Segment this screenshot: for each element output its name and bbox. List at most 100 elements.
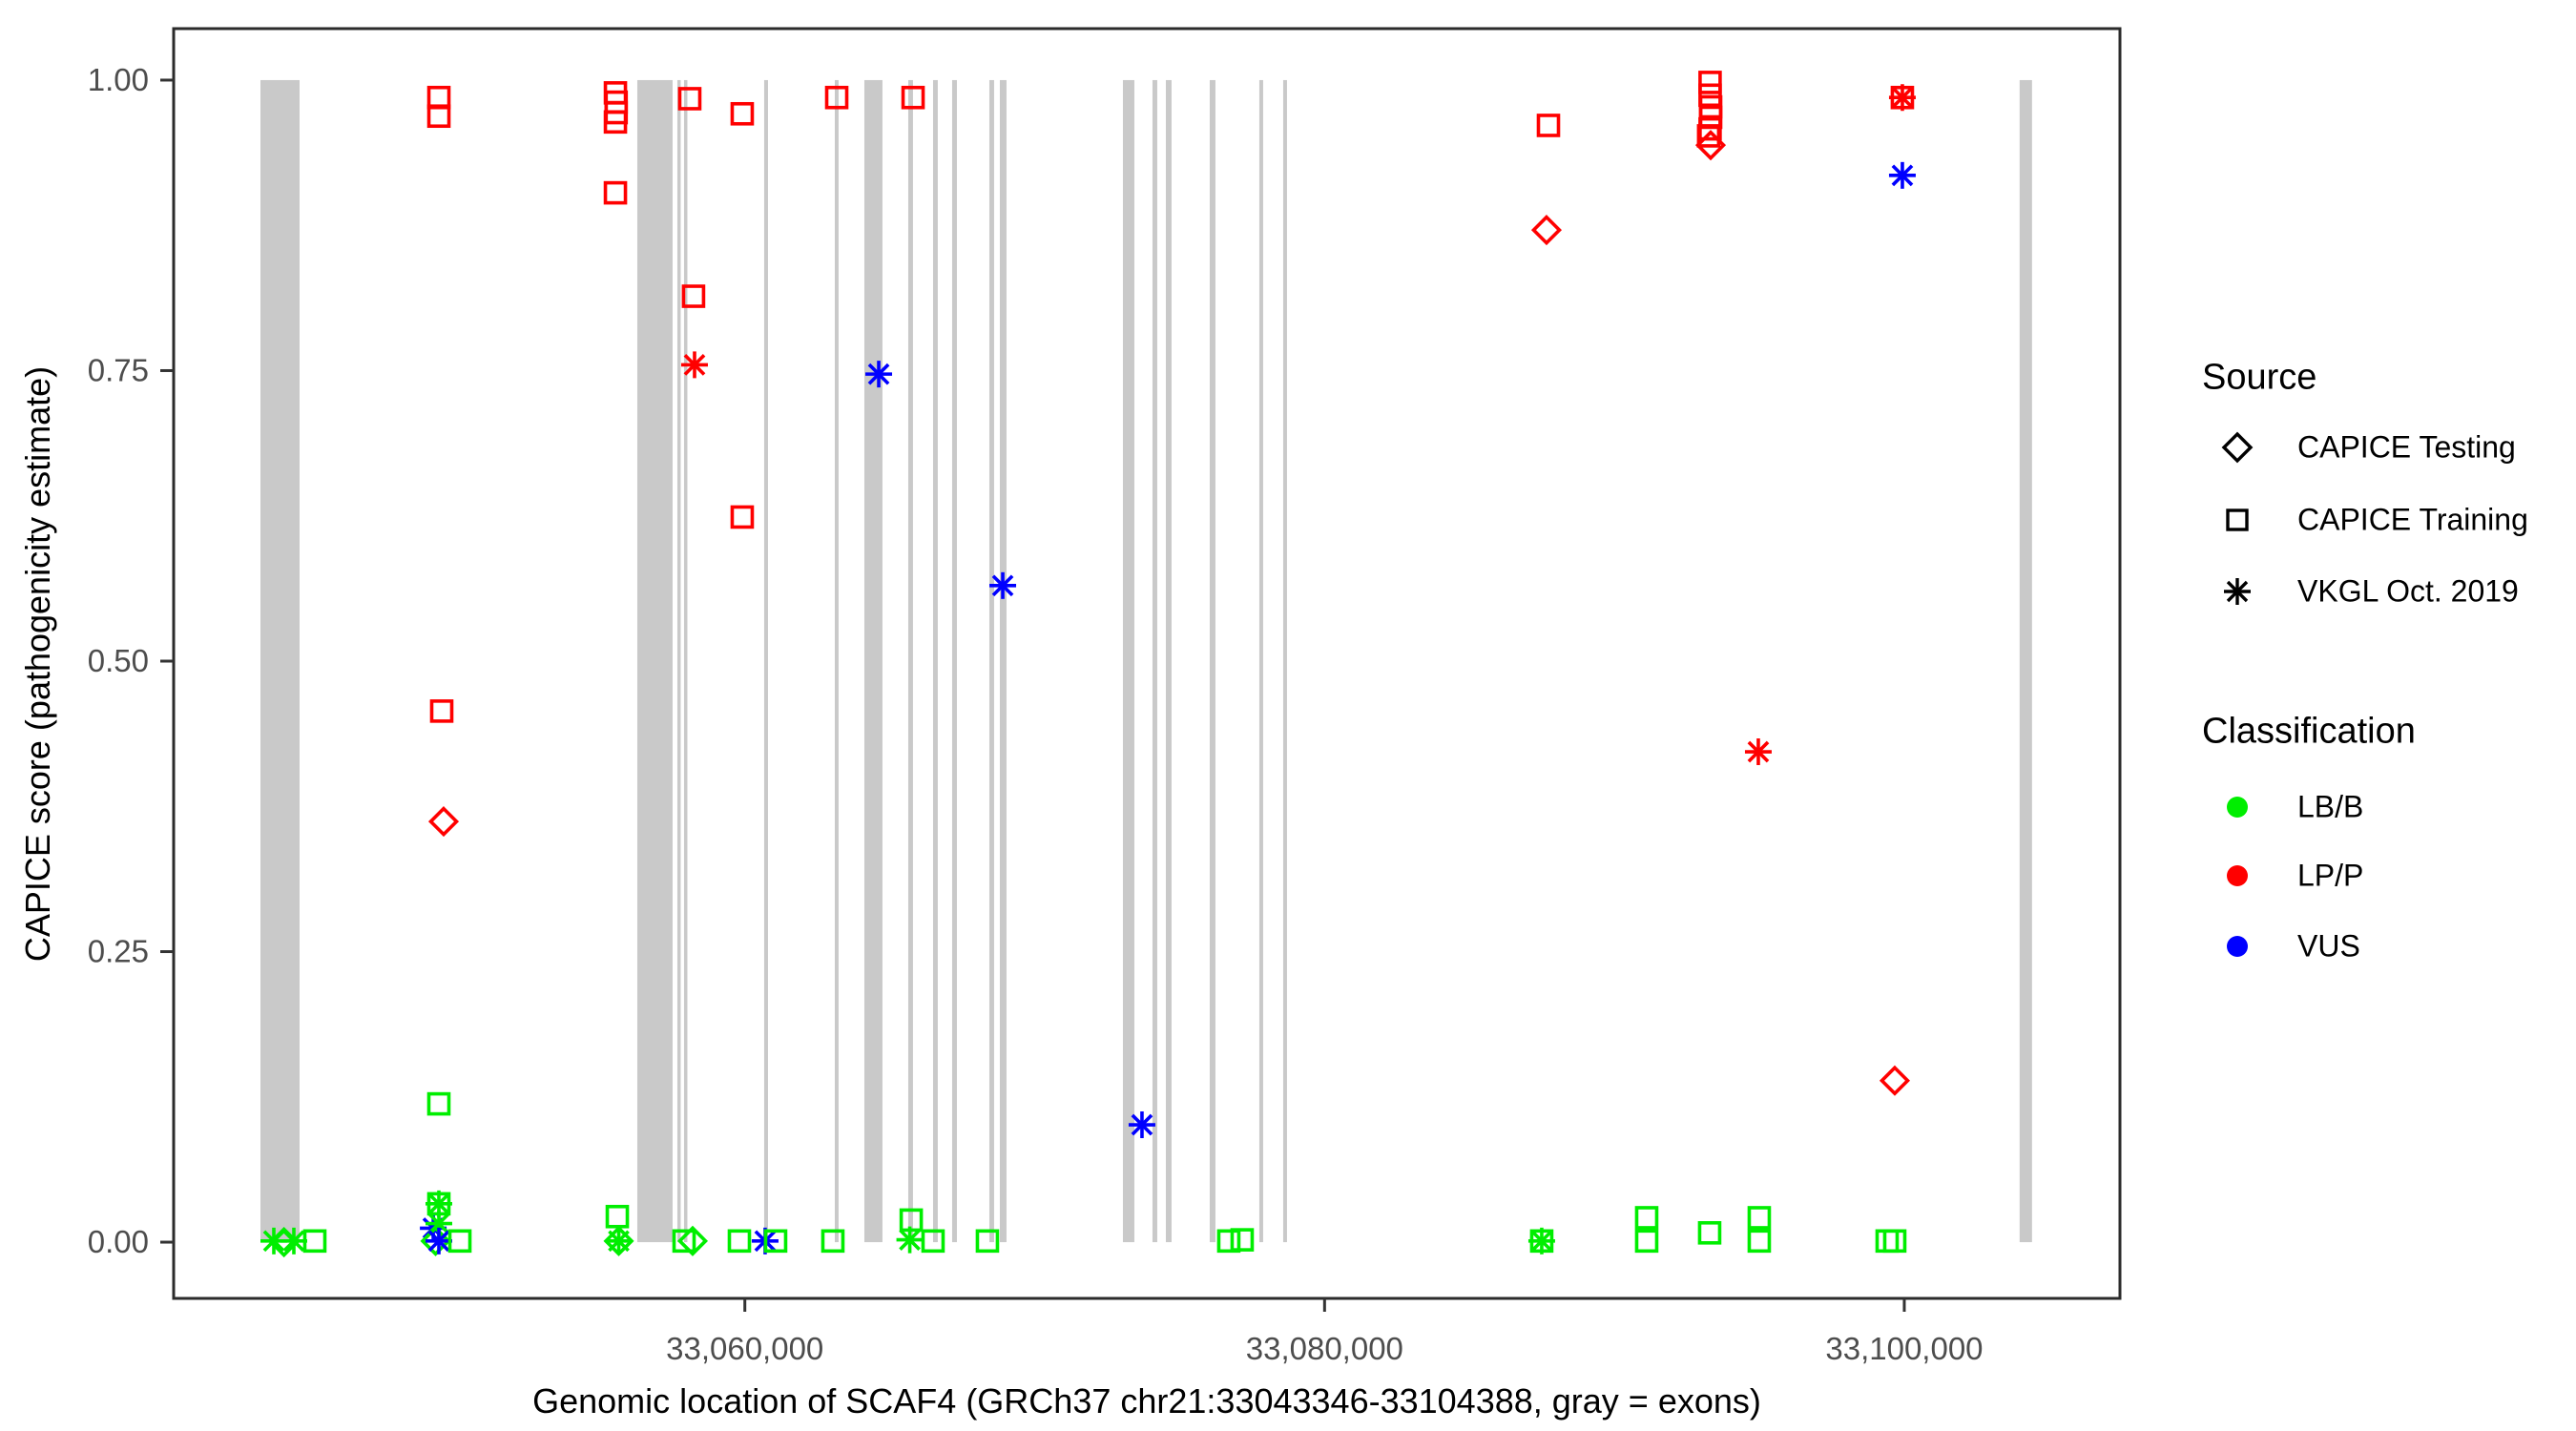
- y-tick-label: 0.75: [88, 352, 149, 387]
- exon-bar: [1282, 79, 1287, 1243]
- exon-bar: [834, 79, 839, 1243]
- exon-bar: [932, 79, 938, 1243]
- legend-source-title: Source: [2202, 357, 2317, 398]
- y-tick-label: 0.50: [88, 643, 149, 678]
- lpp-dot-icon: [2227, 865, 2248, 886]
- exon-bar: [951, 79, 957, 1243]
- data-point-square: [603, 180, 628, 205]
- data-point-asterisk: [1888, 161, 1916, 189]
- data-point-asterisk: [425, 1227, 452, 1255]
- data-point-square: [429, 699, 454, 723]
- exon-bar: [636, 79, 673, 1243]
- diamond-icon: [2221, 431, 2254, 464]
- data-point-square: [605, 1204, 630, 1229]
- y-tick-label: 1.00: [88, 62, 149, 97]
- asterisk-ray: [1891, 164, 1914, 187]
- data-point-square: [672, 1229, 696, 1254]
- asterisk-ray: [1891, 86, 1914, 109]
- legend-item-label: CAPICE Testing: [2297, 429, 2516, 465]
- data-point-square: [821, 1229, 845, 1254]
- legend-item-label: LB/B: [2297, 789, 2364, 824]
- asterisk-ray: [427, 1213, 450, 1234]
- data-point-diamond: [427, 806, 460, 838]
- x-tick-label: 33,100,000: [1825, 1331, 1983, 1366]
- asterisk-ray: [1747, 740, 1770, 763]
- data-point-square: [1216, 1229, 1241, 1254]
- exon-bar: [988, 79, 994, 1243]
- data-point-square: [1890, 85, 1915, 110]
- data-point-diamond: [1530, 215, 1563, 246]
- data-point-asterisk: [989, 571, 1017, 599]
- asterisk-ray: [1131, 1113, 1153, 1136]
- data-point-square: [1634, 1229, 1659, 1254]
- plot-panel: [174, 29, 2120, 1298]
- data-point-asterisk: [896, 1226, 924, 1254]
- data-point-square: [1698, 116, 1722, 141]
- data-point-asterisk: [280, 1227, 307, 1255]
- data-point-square: [1882, 1229, 1907, 1254]
- x-axis-title: Genomic location of SCAF4 (GRCh37 chr21:…: [532, 1381, 1761, 1421]
- exon-bar: [1258, 79, 1263, 1243]
- x-tick-label: 33,080,000: [1246, 1331, 1403, 1366]
- data-point-square: [763, 1229, 788, 1254]
- exon-bar: [2019, 79, 2032, 1243]
- data-point-square: [1529, 1229, 1554, 1254]
- data-point-square: [1698, 71, 1722, 94]
- data-point-square: [730, 101, 755, 126]
- data-point-asterisk: [1744, 738, 1772, 766]
- data-point-square: [899, 1208, 924, 1233]
- data-point-square: [426, 104, 451, 129]
- asterisk-ray: [282, 1230, 305, 1253]
- x-tick-label: 33,060,000: [666, 1331, 823, 1366]
- exon-bar: [999, 79, 1007, 1243]
- data-point-square: [603, 110, 628, 135]
- y-axis-title: CAPICE score (pathogenicity estimate): [18, 365, 57, 963]
- exon-bar: [676, 79, 681, 1243]
- legend-item-label: LP/P: [2297, 858, 2364, 893]
- exon-bar: [683, 79, 688, 1243]
- asterisk-ray: [427, 1230, 450, 1253]
- data-point-square: [1536, 114, 1561, 137]
- y-tick-label: 0.25: [88, 934, 149, 969]
- data-point-diamond: [676, 1225, 709, 1256]
- data-point-asterisk: [605, 1227, 633, 1255]
- asterisk-ray: [899, 1229, 921, 1251]
- asterisk-ray: [683, 354, 706, 376]
- data-point-square: [730, 505, 755, 529]
- lbb-dot-icon: [2227, 797, 2248, 818]
- vus-dot-icon: [2227, 936, 2248, 957]
- data-point-asterisk: [680, 351, 708, 379]
- exon-bar: [1165, 79, 1172, 1243]
- data-point-square: [1230, 1228, 1255, 1252]
- data-point-asterisk: [865, 361, 893, 388]
- panel-border: [172, 27, 2122, 1300]
- asterisk-ray: [991, 574, 1014, 597]
- data-point-square: [975, 1229, 1000, 1254]
- data-point-square: [447, 1229, 472, 1254]
- data-point-square: [727, 1229, 752, 1254]
- legend: Source CAPICE Testing CAPICE Training: [2185, 0, 2576, 1431]
- y-tick-label: 0.00: [88, 1224, 149, 1259]
- asterisk-icon: [2224, 578, 2251, 605]
- data-point-square: [302, 1229, 327, 1254]
- data-point-square: [677, 87, 702, 111]
- asterisk-ray: [427, 1192, 450, 1215]
- exon-bar: [763, 79, 768, 1243]
- data-point-diamond: [1879, 1065, 1911, 1096]
- exon-bar: [1122, 79, 1134, 1243]
- data-point-square: [681, 284, 706, 308]
- data-point-square: [1634, 1206, 1659, 1230]
- exon-bar: [1152, 79, 1157, 1243]
- data-point-square: [426, 1091, 451, 1116]
- data-point-square: [901, 85, 925, 110]
- exon-bar: [863, 79, 883, 1243]
- data-point-square: [1747, 1229, 1772, 1254]
- legend-item-label: VKGL Oct. 2019: [2297, 573, 2519, 609]
- legend-item-label: CAPICE Training: [2297, 502, 2528, 537]
- exon-bar: [1209, 79, 1215, 1243]
- exon-bar: [260, 79, 300, 1243]
- legend-item-label: VUS: [2297, 928, 2360, 964]
- square-icon: [2226, 508, 2249, 531]
- data-point-asterisk: [1128, 1111, 1155, 1139]
